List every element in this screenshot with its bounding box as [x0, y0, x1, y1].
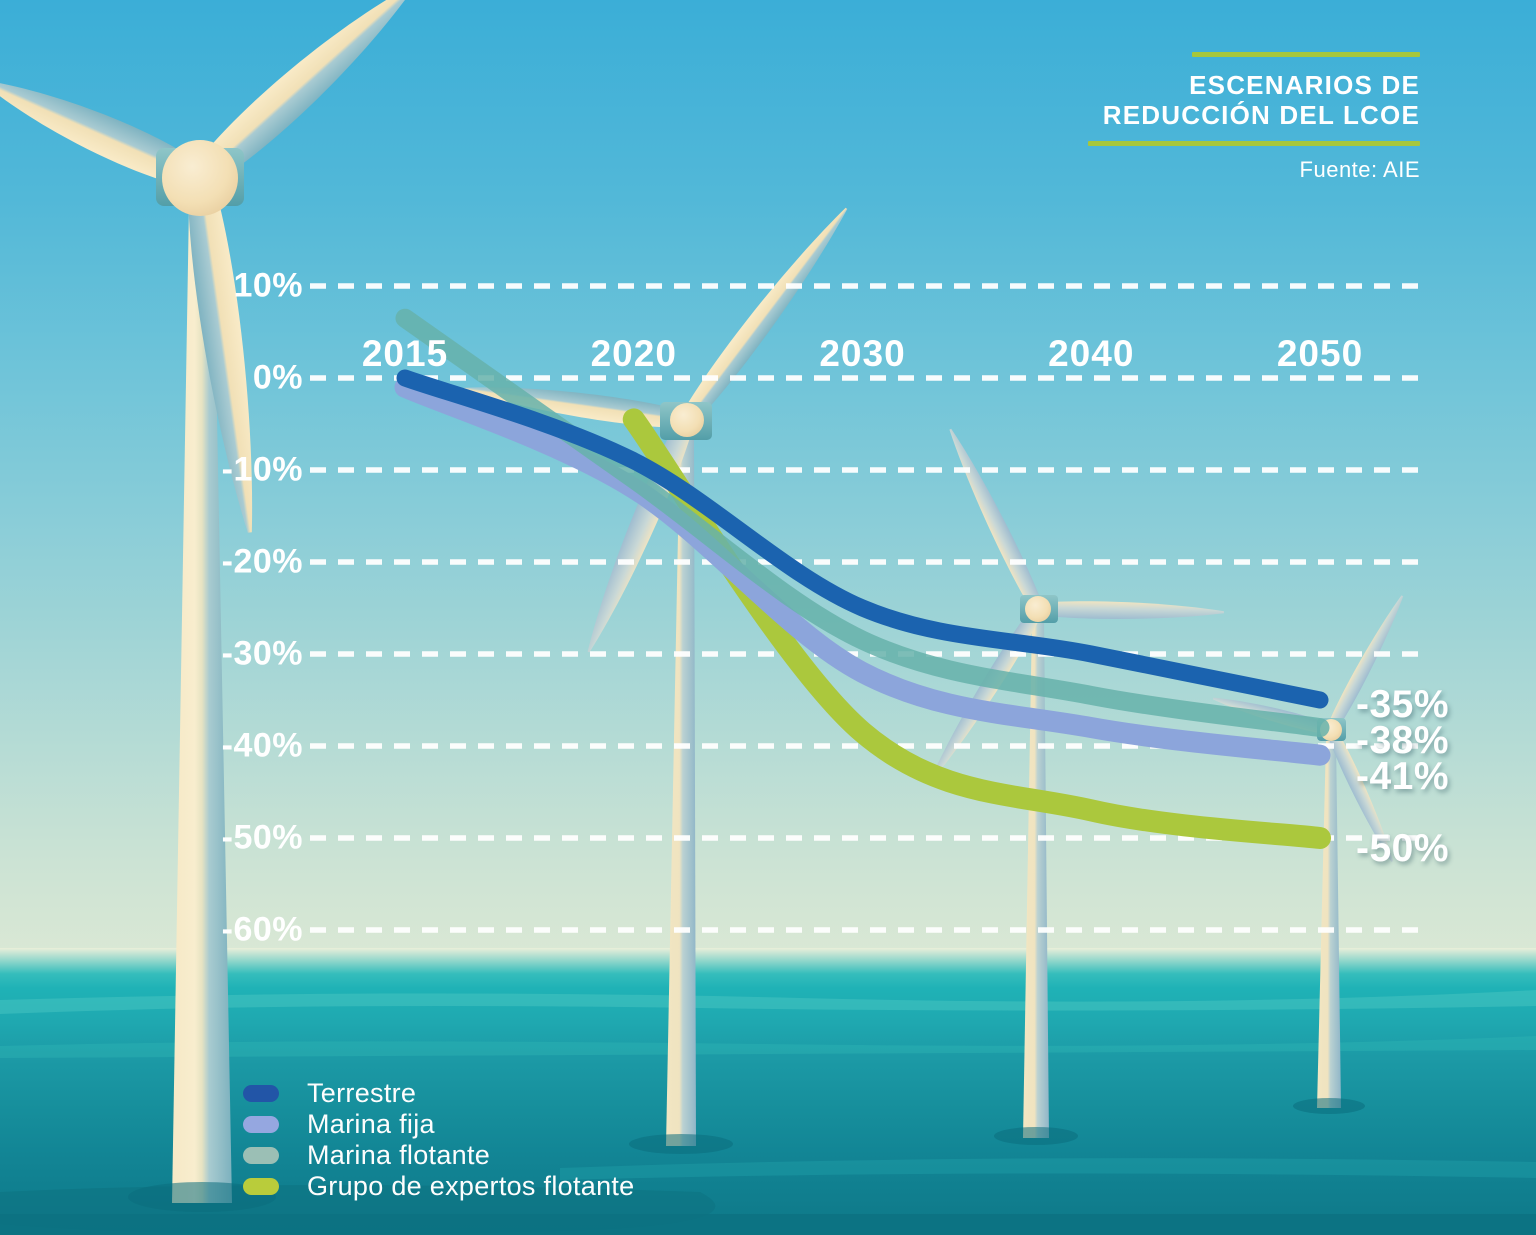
title-accent-rule-top — [1192, 52, 1420, 57]
turbine-blade — [191, 0, 414, 187]
sea-bottom-strip — [0, 1214, 1536, 1235]
chart-title-line-1: ESCENARIOS DE — [1189, 70, 1420, 100]
turbine-blade — [1326, 727, 1394, 862]
legend-item: Marina fija — [243, 1109, 635, 1140]
turbine-blade — [0, 80, 205, 189]
source-label: Fuente: AIE — [1299, 157, 1420, 182]
legend-swatch — [243, 1178, 279, 1195]
wind-turbine-foreground — [0, 0, 414, 1203]
series-line-marina-fija — [394, 376, 1331, 766]
legend-swatch — [243, 1147, 279, 1164]
turbine-blade — [1326, 595, 1404, 733]
legend-label: Grupo de expertos flotante — [307, 1171, 635, 1201]
legend: Terrestre Marina fija Marina flotante Grupo… — [243, 1078, 635, 1202]
turbine-hub — [670, 403, 704, 437]
turbine-blade — [680, 207, 848, 425]
legend-item: Terrestre — [243, 1078, 635, 1109]
turbine-blade — [949, 428, 1044, 612]
wave-band — [0, 1036, 1536, 1058]
turbine-blade — [188, 176, 253, 533]
legend-item: Grupo de expertos flotante — [243, 1171, 635, 1202]
series-line-terrestre — [396, 369, 1329, 709]
waterline-shadows — [128, 1098, 1365, 1212]
turbine-hub — [162, 140, 238, 216]
legend-swatch — [243, 1116, 279, 1133]
legend-label: Marina fija — [307, 1109, 435, 1139]
legend-label: Terrestre — [307, 1078, 417, 1108]
series-lines-layer — [394, 308, 1331, 849]
turbine-hub — [1025, 596, 1051, 622]
legend-label: Marina flotante — [307, 1140, 491, 1170]
title-accent-rule-bottom — [1088, 141, 1420, 146]
turbine-blade — [1037, 601, 1224, 619]
legend-swatch — [243, 1085, 279, 1102]
wave-band — [560, 1158, 1536, 1180]
title-block: ESCENARIOS DE REDUCCIÓN DEL LCOE Fuente:… — [1088, 52, 1420, 183]
legend-item: Marina flotante — [243, 1140, 635, 1171]
chart-title-line-2: REDUCCIÓN DEL LCOE — [1102, 100, 1420, 130]
wave-band — [0, 990, 1536, 1014]
